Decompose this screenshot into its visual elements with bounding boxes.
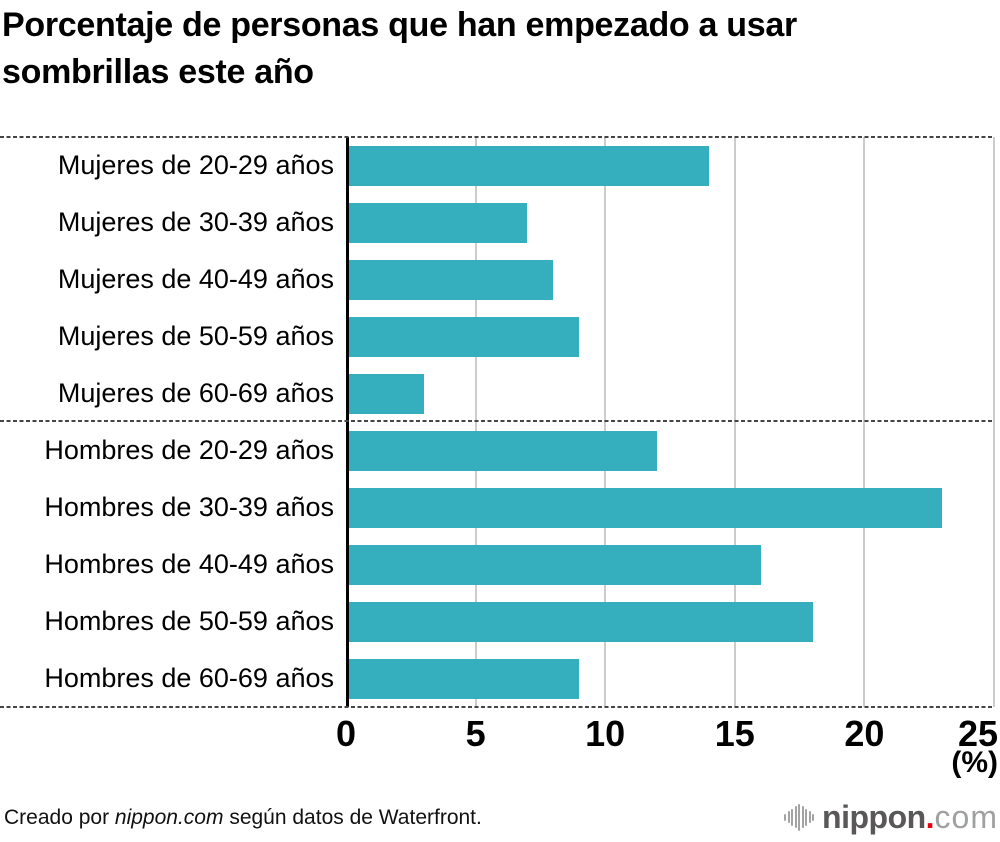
gridline xyxy=(993,137,995,707)
x-tick-label: 10 xyxy=(585,713,626,754)
chart-bottom-dashed-line xyxy=(0,706,994,708)
chart-row: Mujeres de 20-29 años xyxy=(0,137,1000,194)
chart-row: Mujeres de 50-59 años xyxy=(0,308,1000,365)
bar-18pct xyxy=(349,601,813,642)
x-axis-unit-label: (%) xyxy=(951,746,998,779)
category-label: Hombres de 40-49 años xyxy=(44,549,334,579)
logo-text: nippon. com xyxy=(822,801,998,833)
logo-tld-text: com xyxy=(934,799,998,835)
category-label: Mujeres de 20-29 años xyxy=(57,150,334,180)
bar-9pct xyxy=(349,316,580,357)
x-tick-label: 5 xyxy=(465,713,486,754)
chart-row: Hombres de 20-29 años xyxy=(0,422,1000,479)
bar-9pct xyxy=(349,658,580,699)
chart-row: Mujeres de 60-69 años xyxy=(0,365,1000,422)
logo-brand-text: nippon xyxy=(822,799,926,835)
category-label: Hombres de 20-29 años xyxy=(44,435,334,465)
category-label: Mujeres de 30-39 años xyxy=(57,207,334,237)
bar-16pct xyxy=(349,544,761,585)
chart-row: Hombres de 40-49 años xyxy=(0,536,1000,593)
gridline xyxy=(863,137,866,707)
chart-row: Hombres de 50-59 años xyxy=(0,593,1000,650)
chart-title-line2: sombrillas este año xyxy=(2,53,314,91)
chart-title: Porcentaje de personas que han empezado … xyxy=(2,2,992,96)
category-label: Mujeres de 40-49 años xyxy=(57,264,334,294)
nippon-logo: nippon. com xyxy=(784,799,998,835)
y-axis-line xyxy=(346,137,349,707)
bar-12pct xyxy=(349,430,658,471)
category-label: Mujeres de 50-59 años xyxy=(57,321,334,351)
credit-line: Creado por nippon.com según datos de Wat… xyxy=(4,806,482,830)
category-label: Hombres de 60-69 años xyxy=(44,663,334,693)
credit-prefix: Creado por xyxy=(4,806,115,829)
category-label: Hombres de 30-39 años xyxy=(44,492,334,522)
chart-title-line1: Porcentaje de personas que han empezado … xyxy=(2,6,797,44)
x-tick-label: 25 xyxy=(957,713,998,754)
credit-suffix: según datos de Waterfront. xyxy=(223,806,482,829)
credit-source: nippon.com xyxy=(114,806,224,829)
sound-wave-icon xyxy=(784,802,815,832)
chart-top-dashed-line xyxy=(0,136,994,138)
bar-3pct xyxy=(349,373,424,414)
gridline xyxy=(604,137,607,707)
chart-row: Hombres de 60-69 años xyxy=(0,650,1000,707)
gridline xyxy=(733,137,736,707)
bar-chart-area: Mujeres de 20-29 años Mujeres de 30-39 añ… xyxy=(0,136,1000,708)
category-label: Mujeres de 60-69 años xyxy=(57,378,334,408)
bar-14pct xyxy=(349,145,709,186)
x-tick-label: 15 xyxy=(714,713,755,754)
category-label: Hombres de 50-59 años xyxy=(44,606,334,636)
x-tick-label: 0 xyxy=(335,713,357,754)
gridline xyxy=(474,137,477,707)
bar-8pct xyxy=(349,259,554,300)
chart-row: Mujeres de 40-49 años xyxy=(0,251,1000,308)
group-separator-dashed-line xyxy=(0,420,994,422)
bar-23pct xyxy=(349,487,943,528)
chart-row: Hombres de 30-39 años xyxy=(0,479,1000,536)
bar-7pct xyxy=(349,202,528,243)
chart-row: Mujeres de 30-39 años xyxy=(0,194,1000,251)
logo-dot: . xyxy=(925,799,935,835)
x-tick-label: 20 xyxy=(844,713,885,754)
